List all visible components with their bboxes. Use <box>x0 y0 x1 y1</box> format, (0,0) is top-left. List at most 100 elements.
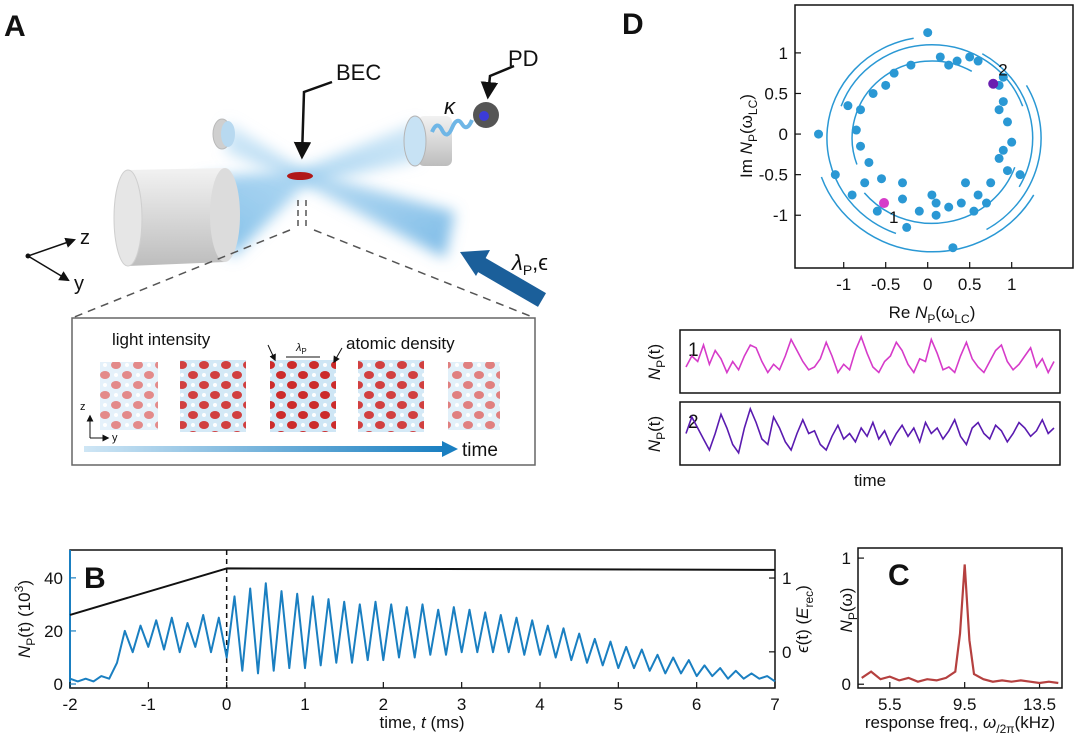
label-part: (ω) <box>837 588 856 613</box>
x-tick-label: 7 <box>770 695 779 714</box>
axis-label: time, t (ms) <box>379 713 464 732</box>
x-tick-label: 0 <box>923 275 932 294</box>
label-part: N <box>737 141 756 154</box>
label: y <box>112 432 118 444</box>
point <box>998 97 1008 107</box>
label: λ <box>295 342 301 354</box>
label-part: response freq., <box>865 713 983 732</box>
x-tick-label: -1 <box>141 695 156 714</box>
cavity-mirror <box>113 169 143 267</box>
laser-beam <box>200 122 418 258</box>
highlight-label: 2 <box>998 61 1007 80</box>
point <box>814 129 824 139</box>
label-part: (t) <box>645 344 664 360</box>
point <box>948 243 958 253</box>
lattice <box>100 362 158 430</box>
plot-frame <box>794 4 1074 269</box>
axis-label: Re NP(ωLC) <box>889 303 976 326</box>
label: P <box>301 347 306 356</box>
label-part: time, <box>379 713 421 732</box>
label: z <box>80 227 90 249</box>
point <box>981 198 991 208</box>
point <box>944 202 954 212</box>
label-part: ω <box>983 713 996 732</box>
time-bar <box>84 446 444 452</box>
y-tick-label: 20 <box>44 622 63 641</box>
point <box>902 222 912 232</box>
x-tick-label: 1 <box>300 695 309 714</box>
y-tick-label: 0 <box>779 125 788 144</box>
y-tick-label: 0.5 <box>764 84 788 103</box>
label-part: Re <box>889 303 915 322</box>
label: κ <box>444 94 456 119</box>
label-part: (t) (10 <box>15 592 34 637</box>
guide <box>313 229 536 319</box>
y2-tick-label: 1 <box>782 569 791 588</box>
label: ,ϵ <box>532 250 548 275</box>
label-part: (ms) <box>426 713 465 732</box>
line <box>69 582 776 683</box>
point <box>851 125 861 135</box>
label-part: 3 <box>12 585 26 592</box>
y-tick-label: -1 <box>773 206 788 225</box>
x-tick-label: 0 <box>222 695 231 714</box>
y-tick-label: 0 <box>54 675 63 694</box>
point <box>860 178 870 188</box>
lattice <box>448 362 500 430</box>
label-part: P <box>24 638 38 646</box>
point <box>927 190 937 200</box>
label: z <box>80 401 86 413</box>
axis-label: ϵ(t) (Erec) <box>793 585 816 653</box>
axis-label: NP(t) <box>645 416 668 452</box>
axis-label: response freq., ω/2π(kHz) <box>865 713 1055 736</box>
label-part: P <box>654 360 668 368</box>
label-part: ) <box>970 303 976 322</box>
axis-label: Im NP(ωLC) <box>737 94 760 178</box>
point <box>944 60 954 70</box>
label-part: ) <box>793 585 812 591</box>
point <box>931 210 941 220</box>
plot-frame <box>857 547 1063 689</box>
point <box>994 105 1004 115</box>
point <box>856 105 866 115</box>
x-tick-label: 5 <box>614 695 623 714</box>
point <box>881 80 891 90</box>
label: λP,ϵ <box>511 250 548 278</box>
cavity-mirror <box>128 168 225 266</box>
label-part: (ω <box>935 303 954 322</box>
panel-a: A BEC PD κ z y λP,ϵ li <box>4 10 548 466</box>
fit-arc <box>851 60 973 165</box>
label: y <box>74 273 84 295</box>
label: time <box>462 440 498 461</box>
panel-letter: D <box>622 8 644 41</box>
y-tick-label: 1 <box>779 44 788 63</box>
label: atomic density <box>346 334 455 353</box>
label-part: N <box>15 645 34 658</box>
point <box>872 206 882 216</box>
axis-label: NP(t) <box>645 344 668 380</box>
axis-arrow <box>27 237 76 257</box>
point <box>906 60 916 70</box>
label-part: P <box>927 312 935 326</box>
point <box>956 198 966 208</box>
x-tick-label: 6 <box>692 695 701 714</box>
highlight-point <box>988 78 999 89</box>
point <box>923 28 933 38</box>
fit-arc <box>840 44 1024 107</box>
label-part: /2π <box>996 722 1014 736</box>
guide <box>71 229 291 319</box>
laser-beam <box>226 122 455 258</box>
x-tick-label: 9.5 <box>953 695 977 714</box>
x-tick-label: -1 <box>836 275 851 294</box>
label-part: ϵ <box>793 645 812 653</box>
time-bar <box>442 441 458 457</box>
point <box>889 68 899 78</box>
x-tick-label: -0.5 <box>871 275 900 294</box>
point <box>1015 170 1025 180</box>
point <box>877 174 887 184</box>
label-part: P <box>654 432 668 440</box>
label: BEC <box>336 60 381 85</box>
point <box>986 178 996 188</box>
label-part: (t) <box>645 416 664 432</box>
